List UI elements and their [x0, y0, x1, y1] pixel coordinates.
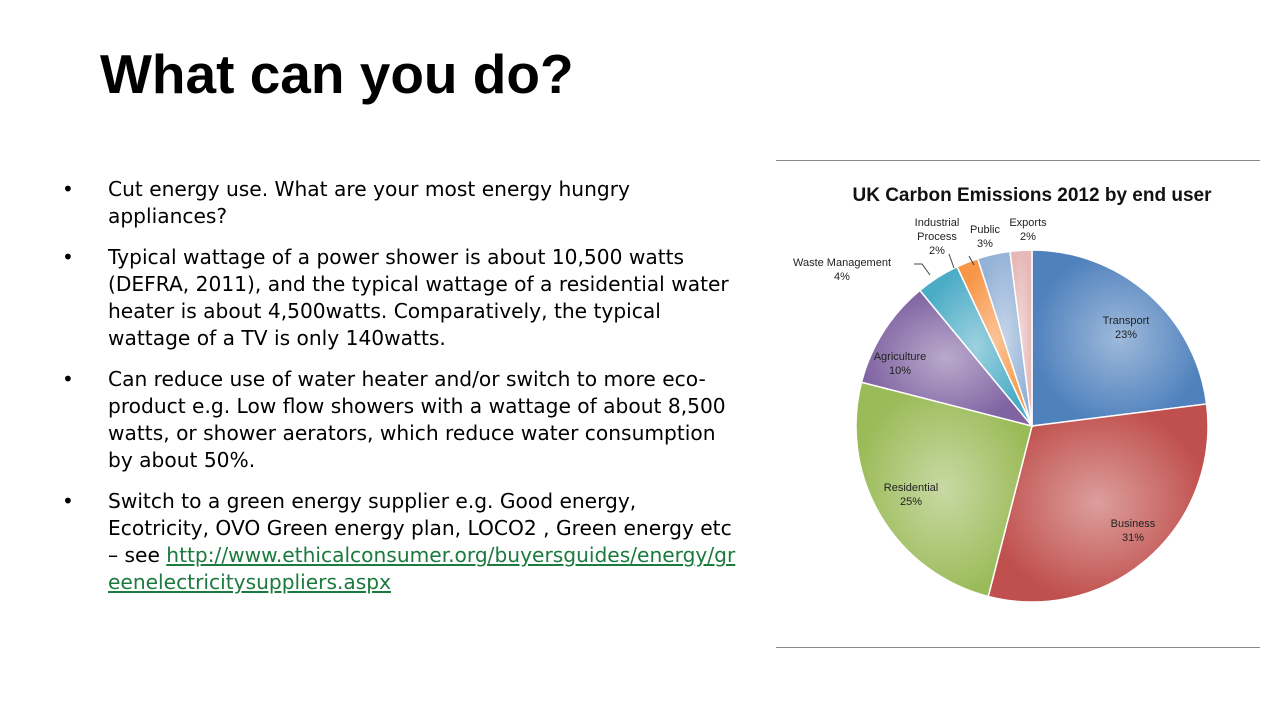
slice-label: Residential: [884, 482, 938, 494]
pie-slice-sheen: [1009, 250, 1032, 426]
pie-slice-sheen: [919, 266, 1032, 426]
slice-value-label: 3%: [977, 238, 993, 250]
pie-slice-sheen: [861, 290, 1032, 426]
slice-value-label: 31%: [1122, 532, 1144, 544]
chart-title: UK Carbon Emissions 2012 by end user: [852, 185, 1212, 206]
slice-value-label: 10%: [889, 365, 911, 377]
bullet-item: Typical wattage of a power shower is abo…: [62, 244, 742, 352]
pie-slice-sheen: [977, 251, 1032, 426]
slice-value-label: 2%: [1020, 231, 1036, 243]
slice-value-label: 23%: [1115, 329, 1137, 341]
bullet-text: Switch to a green energy supplier e.g. G…: [108, 489, 732, 567]
slice-value-label: 2%: [929, 245, 945, 257]
slice-label: Business: [1111, 518, 1156, 530]
slice-label: Agriculture: [874, 351, 927, 363]
bullet-item: Cut energy use. What are your most energ…: [62, 176, 742, 230]
slice-label: Process: [917, 231, 957, 243]
leader-line: [948, 253, 955, 269]
slice-label: Public: [970, 224, 1000, 236]
bullet-item: Switch to a green energy supplier e.g. G…: [62, 488, 742, 596]
leader-line: [968, 255, 975, 266]
bullet-text: Typical wattage of a power shower is abo…: [108, 245, 729, 350]
bullet-item: Can reduce use of water heater and/or sw…: [62, 366, 742, 474]
pie-slice-sheen: [988, 403, 1208, 602]
pie-slice-sheen: [1032, 250, 1207, 426]
bullet-text: Can reduce use of water heater and/or sw…: [108, 367, 726, 472]
slide-title: What can you do?: [100, 43, 574, 105]
supplier-guide-link[interactable]: http://www.ethicalconsumer.org/buyersgui…: [108, 543, 736, 594]
chart-frame: UK Carbon Emissions 2012 by end user Tra…: [776, 160, 1260, 648]
slice-value-label: 25%: [900, 496, 922, 508]
slice-label: Exports: [1009, 217, 1047, 229]
pie-slice-sheen: [957, 258, 1032, 426]
leader-lines: [914, 253, 975, 276]
pie-slice-sheen: [856, 382, 1032, 597]
slice-label: Industrial: [915, 217, 960, 229]
leader-line: [914, 263, 931, 276]
slice-value-label: 4%: [834, 271, 850, 283]
bullet-text: Cut energy use. What are your most energ…: [108, 177, 630, 228]
bullet-list: Cut energy use. What are your most energ…: [62, 176, 742, 610]
pie-chart: UK Carbon Emissions 2012 by end user Tra…: [793, 185, 1212, 603]
slice-label: Waste Management: [793, 257, 891, 269]
slice-label: Transport: [1103, 315, 1150, 327]
pie-slices: [855, 249, 1209, 603]
slice-labels: Transport 23% Business 31% Residential 25% Agr…: [793, 217, 1156, 544]
